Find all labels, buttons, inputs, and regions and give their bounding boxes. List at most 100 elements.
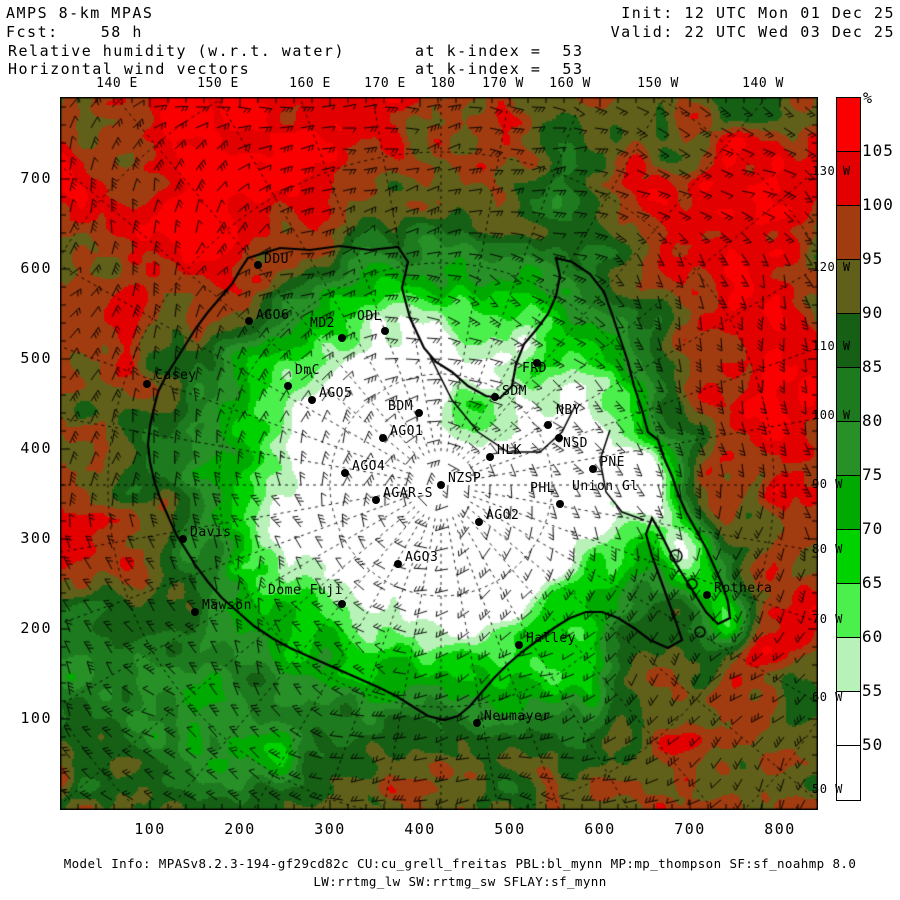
top-axis-label: 140 E <box>96 76 138 91</box>
station-dot <box>437 481 445 489</box>
station-label: Dome Fuji <box>268 583 343 598</box>
colorbar-tick-label: 105 <box>862 141 894 160</box>
field2-level: at k-index = 53 <box>415 60 584 78</box>
station-dot <box>341 469 349 477</box>
left-axis-label: 400 <box>20 439 52 457</box>
colorbar-segment <box>837 692 860 746</box>
top-axis-label: 140 W <box>742 76 784 91</box>
station-label: ODL <box>357 309 382 324</box>
top-axis-label: 170 E <box>364 76 406 91</box>
station-dot <box>589 465 597 473</box>
station-dot <box>544 421 552 429</box>
bottom-axis-label: 800 <box>764 820 796 838</box>
model-title: AMPS 8-km MPAS <box>6 4 154 22</box>
station-label: DmC <box>295 363 320 378</box>
station-label: NBY <box>556 403 581 418</box>
station-dot <box>372 496 380 504</box>
station-label: BDM <box>388 399 413 414</box>
station-dot <box>703 591 711 599</box>
colorbar-tick-label: 80 <box>862 411 884 430</box>
station-dot <box>486 453 494 461</box>
station-label: AGO1 <box>390 424 424 439</box>
station-dot <box>379 434 387 442</box>
station-label: Mawson <box>202 598 252 613</box>
station-label: Rothera <box>714 581 773 596</box>
station-dot <box>555 434 563 442</box>
top-axis-label: 160 W <box>549 76 591 91</box>
right-axis-label: 130 W <box>812 164 851 178</box>
top-axis-label: 150 E <box>197 76 239 91</box>
forecast-hour: Fcst: 58 h <box>6 23 143 41</box>
station-label: Davis <box>190 525 232 540</box>
model-info-line2: LW:rrtmg_lw SW:rrtmg_sw SFLAY:sf_mynn <box>313 874 607 889</box>
station-dot <box>308 396 316 404</box>
station-dot <box>515 641 523 649</box>
colorbar-segment <box>837 152 860 206</box>
colorbar-segment <box>837 584 860 638</box>
colorbar-segment <box>837 530 860 584</box>
colorbar-segment <box>837 98 860 152</box>
right-axis-label: 120 W <box>812 260 851 274</box>
right-axis-label: 80 W <box>812 542 843 556</box>
left-axis-label: 700 <box>20 169 52 187</box>
station-label: NSD <box>563 436 588 451</box>
right-axis-label: 90 W <box>812 477 843 491</box>
station-label: HLK <box>497 443 522 458</box>
colorbar-segment <box>837 746 860 800</box>
bottom-axis-label: 200 <box>224 820 256 838</box>
station-dot <box>284 382 292 390</box>
init-time: Init: 12 UTC Mon 01 Dec 25 <box>621 4 895 22</box>
colorbar-tick-label: 55 <box>862 681 884 700</box>
colorbar-tick-label: 75 <box>862 465 884 484</box>
station-label: NZSP <box>448 471 482 486</box>
colorbar-tick-label: 60 <box>862 627 884 646</box>
bottom-axis-label: 400 <box>404 820 436 838</box>
top-axis-label: 170 W <box>482 76 524 91</box>
left-axis-label: 100 <box>20 709 52 727</box>
station-label: Casey <box>155 368 197 383</box>
station-dot <box>254 261 262 269</box>
valid-time: Valid: 22 UTC Wed 03 Dec 25 <box>610 23 895 41</box>
field2-title: Horizontal wind vectors <box>8 60 251 78</box>
left-axis-label: 300 <box>20 529 52 547</box>
colorbar-tick-label: 95 <box>862 249 884 268</box>
station-label: AGO5 <box>319 386 353 401</box>
model-info-line1: Model Info: MPASv8.2.3-194-gf29cd82c CU:… <box>63 856 857 871</box>
station-dot <box>394 560 402 568</box>
colorbar-segment <box>837 206 860 260</box>
left-axis-label: 600 <box>20 259 52 277</box>
station-label: Neumayer <box>484 709 551 724</box>
station-label: Halley <box>526 631 576 646</box>
station-label: Union Gl <box>572 479 639 494</box>
station-label: PHL <box>530 481 555 496</box>
colorbar-tick-label: 85 <box>862 357 884 376</box>
right-axis-label: 100 W <box>812 408 851 422</box>
station-dot <box>338 600 346 608</box>
station-label: PNE <box>600 455 625 470</box>
station-dot <box>473 719 481 727</box>
colorbar-tick-label: 70 <box>862 519 884 538</box>
colorbar-segment <box>837 422 860 476</box>
station-dot <box>556 500 564 508</box>
station-dot <box>475 518 483 526</box>
colorbar-tick-label: 90 <box>862 303 884 322</box>
bottom-axis-label: 700 <box>674 820 706 838</box>
field1-level: at k-index = 53 <box>415 42 584 60</box>
map-panel: DDU AGO6 MD2 ODL Casey DmC AGO5 BDM AGO1 FRD SDM NB… <box>60 97 818 810</box>
bottom-axis-label: 500 <box>494 820 526 838</box>
station-label: AGO4 <box>352 459 386 474</box>
top-axis-label: 180 <box>430 76 456 91</box>
station-dot <box>381 327 389 335</box>
station-label: SDM <box>502 384 527 399</box>
colorbar-tick-label: 65 <box>862 573 884 592</box>
colorbar-tick-label: 50 <box>862 735 884 754</box>
left-axis-label: 200 <box>20 619 52 637</box>
map-canvas <box>60 97 818 810</box>
top-axis-label: 160 E <box>289 76 331 91</box>
field1-title: Relative humidity (w.r.t. water) <box>8 42 345 60</box>
station-dot <box>533 359 541 367</box>
colorbar-segment <box>837 368 860 422</box>
station-dot <box>415 409 423 417</box>
colorbar-segment <box>837 476 860 530</box>
station-label: MD2 <box>310 316 335 331</box>
